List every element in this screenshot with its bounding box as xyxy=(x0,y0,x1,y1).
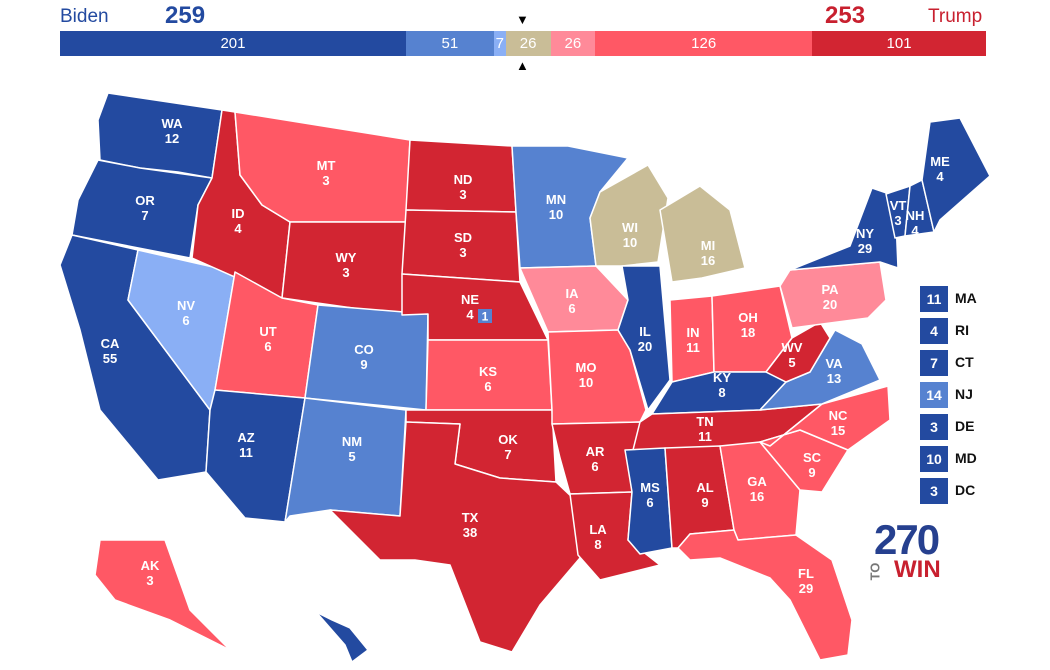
district-label-ne: 1 xyxy=(482,310,489,324)
state-label-wa: WA 12 xyxy=(162,116,184,146)
state-label-ga: GA 16 xyxy=(747,474,767,504)
bar-segment-likely_r: 126 xyxy=(595,31,813,56)
small-state-ev-box: 7 xyxy=(920,350,948,376)
state-label-ar: AR 6 xyxy=(586,444,605,474)
state-label-nd: ND 3 xyxy=(454,172,473,202)
small-state-dc[interactable]: 3 DC xyxy=(920,478,1000,504)
logo-win: WIN xyxy=(894,556,941,583)
bar-segment-lean_r: 26 xyxy=(550,31,596,56)
state-wv[interactable] xyxy=(765,321,831,383)
state-ak[interactable] xyxy=(94,539,231,651)
state-label-oh: OH 18 xyxy=(738,310,758,340)
small-state-ct[interactable]: 7 CT xyxy=(920,350,1000,376)
state-label-ca: CA 55 xyxy=(101,336,120,366)
small-state-abbr: MD xyxy=(955,450,977,466)
small-state-abbr: RI xyxy=(955,322,969,338)
bar-segment-tossup: 26 xyxy=(505,31,551,56)
small-state-nj[interactable]: 14 NJ xyxy=(920,382,1000,408)
state-label-va: VA 13 xyxy=(825,356,843,386)
state-label-la: LA 8 xyxy=(589,522,607,552)
left-candidate-total: 259 xyxy=(165,2,206,29)
small-state-ev-box: 4 xyxy=(920,318,948,344)
state-label-me: ME 4 xyxy=(930,154,950,184)
small-state-ev-box: 11 xyxy=(920,286,948,312)
small-state-abbr: CT xyxy=(955,354,974,370)
state-hi[interactable] xyxy=(309,604,369,663)
state-label-in: IN 11 xyxy=(686,325,700,355)
state-il[interactable] xyxy=(617,265,671,411)
state-label-ms: MS 6 xyxy=(640,480,660,510)
small-state-abbr: MA xyxy=(955,290,977,306)
bar-segment-likely_d: 51 xyxy=(405,31,494,56)
right-candidate-total: 253 xyxy=(825,2,866,29)
small-state-ev-box: 3 xyxy=(920,478,948,504)
state-label-mt: MT 3 xyxy=(317,158,336,188)
state-label-ak: AK 3 xyxy=(141,558,160,588)
state-label-sc: SC 9 xyxy=(803,450,822,480)
state-label-mo: MO 10 xyxy=(576,360,597,390)
state-nm[interactable] xyxy=(284,397,407,523)
state-label-nm: NM 5 xyxy=(342,434,362,464)
state-label-id: ID 4 xyxy=(232,206,245,236)
state-label-ut: UT 6 xyxy=(259,324,276,354)
state-me[interactable] xyxy=(921,117,991,233)
state-label-sd: SD 3 xyxy=(454,230,472,260)
bar-segment-solid_r: 101 xyxy=(812,31,986,56)
state-label-il: IL 20 xyxy=(638,324,652,354)
state-label-nh: NH 4 xyxy=(906,208,925,238)
state-or[interactable] xyxy=(71,159,213,259)
small-state-abbr: DE xyxy=(955,418,975,434)
district-box-ne[interactable] xyxy=(478,309,492,323)
state-ny[interactable] xyxy=(789,187,899,271)
majority-marker-top: ▼ xyxy=(516,12,529,27)
state-label-ks: KS 6 xyxy=(479,364,497,394)
small-state-ev-box: 10 xyxy=(920,446,948,472)
state-label-al: AL 9 xyxy=(696,480,713,510)
state-label-or: OR 7 xyxy=(135,193,155,223)
small-state-abbr: DC xyxy=(955,482,976,498)
small-state-ev-box: 14 xyxy=(920,382,948,408)
bar-segment-solid_d: 201 xyxy=(60,31,406,56)
state-tx[interactable] xyxy=(329,421,581,653)
small-state-de[interactable]: 3 DE xyxy=(920,414,1000,440)
state-label-pa: PA 20 xyxy=(821,282,839,312)
small-state-ev-box: 3 xyxy=(920,414,948,440)
electoral-header: Biden 259 253 Trump ▼ 201 51 7 26 26 126 101 ▲ xyxy=(0,0,1050,75)
small-state-abbr: NJ xyxy=(955,386,973,402)
state-fl[interactable] xyxy=(677,529,853,661)
state-label-nv: NV 6 xyxy=(177,298,195,328)
state-label-vt: VT 3 xyxy=(890,198,907,228)
state-label-wv: WV 5 xyxy=(782,340,803,370)
state-label-ky: KY 8 xyxy=(713,370,731,400)
state-nc[interactable] xyxy=(759,385,891,451)
270towin-logo: 270 TO WIN xyxy=(867,516,952,583)
state-label-fl: FL 29 xyxy=(798,566,814,596)
state-label-ny: NY 29 xyxy=(856,226,874,256)
left-candidate-name: Biden xyxy=(60,6,109,27)
state-label-az: AZ 11 xyxy=(237,430,254,460)
state-mi[interactable] xyxy=(659,185,746,283)
state-label-ia: IA 6 xyxy=(566,286,580,316)
state-label-mi: MI 16 xyxy=(701,238,715,268)
logo-number: 270 xyxy=(874,516,940,563)
small-state-ma[interactable]: 11 MA xyxy=(920,286,1000,312)
state-label-wy: WY 3 xyxy=(336,250,357,280)
state-label-ok: OK 7 xyxy=(498,432,518,462)
electoral-vote-bar: 201 51 7 26 26 126 101 xyxy=(60,31,986,56)
bar-segment-lean_d: 7 xyxy=(493,31,506,56)
state-label-nc: NC 15 xyxy=(829,408,848,438)
logo-to: TO xyxy=(867,562,883,581)
state-label-mn: MN 10 xyxy=(546,192,566,222)
state-label-ne: NE 4 xyxy=(461,292,479,322)
state-label-tn: TN 11 xyxy=(696,414,713,444)
majority-marker-bottom: ▲ xyxy=(516,58,529,73)
small-state-md[interactable]: 10 MD xyxy=(920,446,1000,472)
state-label-co: CO 9 xyxy=(354,342,374,372)
right-candidate-name: Trump xyxy=(928,6,983,27)
state-label-hi: HI 4 xyxy=(316,633,329,663)
state-label-wi: WI 10 xyxy=(622,220,638,250)
small-state-ri[interactable]: 4 RI xyxy=(920,318,1000,344)
state-label-tx: TX 38 xyxy=(462,510,479,540)
